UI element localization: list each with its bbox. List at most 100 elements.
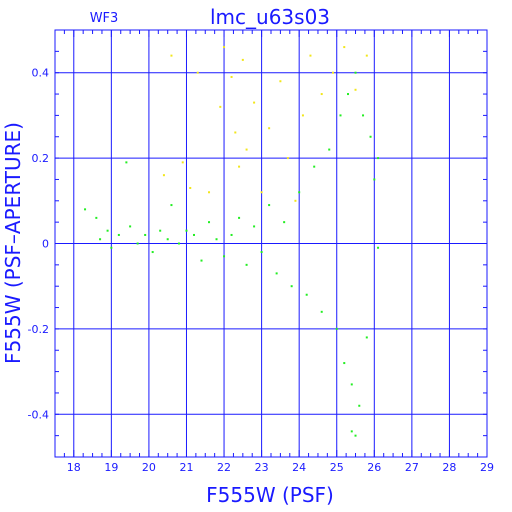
data-point-yellow: [230, 75, 233, 78]
data-point-yellow: [253, 101, 256, 104]
x-tick-label: 26: [367, 461, 381, 474]
data-point-green: [129, 225, 132, 228]
x-tick-label: 23: [255, 461, 269, 474]
tick-marks: [54, 29, 488, 458]
data-point-yellow: [162, 174, 165, 177]
data-point-yellow: [294, 199, 297, 202]
data-point-yellow: [365, 54, 368, 57]
data-point-green: [106, 229, 109, 232]
data-point-yellow: [343, 46, 346, 49]
data-point-green: [320, 310, 323, 313]
y-tick-label: -0.2: [28, 323, 49, 336]
y-tick-labels: -0.4 -0.2 0 0.2 0.4: [28, 67, 49, 422]
data-point-green: [192, 233, 195, 236]
data-point-yellow: [331, 71, 334, 74]
x-tick-label: 29: [480, 461, 494, 474]
data-point-yellow: [286, 157, 289, 160]
data-point-green: [268, 204, 271, 207]
data-point-green: [365, 336, 368, 339]
data-point-yellow: [301, 114, 304, 117]
data-point-green: [290, 285, 293, 288]
data-point-green: [110, 246, 113, 249]
data-point-green: [377, 246, 380, 249]
data-point-yellow: [268, 127, 271, 130]
x-tick-labels: 18 19 20 21 22 23 24 25 26 27 28 29: [67, 461, 494, 474]
data-point-yellow: [320, 93, 323, 96]
data-point-green: [185, 229, 188, 232]
data-point-green: [354, 71, 357, 74]
data-point-green: [144, 233, 147, 236]
data-point-green: [305, 293, 308, 296]
y-axis-label: F555W (PSF–APERTURE): [1, 122, 25, 364]
data-point-green: [223, 255, 226, 258]
data-point-green: [339, 114, 342, 117]
data-point-green: [136, 242, 139, 245]
data-point-yellow: [279, 80, 282, 83]
x-tick-label: 25: [330, 461, 344, 474]
data-point-green: [177, 242, 180, 245]
data-point-green: [166, 238, 169, 241]
y-tick-label: 0.2: [32, 152, 50, 165]
data-point-green: [245, 263, 248, 266]
data-point-green: [151, 251, 154, 254]
x-tick-label: 19: [104, 461, 118, 474]
data-point-green: [253, 225, 256, 228]
x-tick-label: 18: [67, 461, 81, 474]
data-point-green: [159, 229, 162, 232]
data-point-yellow: [238, 165, 241, 168]
data-point-yellow: [196, 71, 199, 74]
data-point-yellow: [354, 88, 357, 91]
data-point-yellow: [170, 54, 173, 57]
x-axis-label: F555W (PSF): [206, 483, 334, 507]
data-point-green: [373, 178, 376, 181]
data-point-yellow: [223, 46, 226, 49]
data-point-green: [84, 208, 87, 211]
data-point-green: [260, 251, 263, 254]
chart-subtitle: WF3: [90, 11, 119, 26]
data-point-yellow: [219, 105, 222, 108]
x-tick-label: 28: [442, 461, 456, 474]
x-tick-label: 22: [217, 461, 231, 474]
data-point-green: [200, 259, 203, 262]
data-point-green: [362, 114, 365, 117]
data-point-green: [350, 430, 353, 433]
x-tick-label: 20: [142, 461, 156, 474]
data-point-green: [117, 233, 120, 236]
data-point-green: [335, 327, 338, 330]
data-point-yellow: [241, 58, 244, 61]
x-tick-label: 24: [292, 461, 306, 474]
data-point-green: [328, 148, 331, 151]
data-point-green: [99, 238, 102, 241]
y-tick-label: 0: [42, 238, 49, 251]
data-point-green: [343, 362, 346, 365]
data-point-green: [354, 434, 357, 437]
x-tick-label: 27: [405, 461, 419, 474]
data-point-green: [350, 383, 353, 386]
plot-frame: [54, 29, 488, 458]
data-point-green: [208, 221, 211, 224]
data-point-green: [275, 272, 278, 275]
data-point-green: [283, 221, 286, 224]
y-tick-label: 0.4: [32, 67, 50, 80]
data-point-green: [347, 93, 350, 96]
grid-lines: [55, 30, 487, 457]
data-point-yellow: [208, 191, 211, 194]
data-point-green: [358, 404, 361, 407]
data-point-yellow: [181, 161, 184, 164]
data-points: [84, 46, 380, 437]
data-point-yellow: [189, 186, 192, 189]
data-point-green: [377, 157, 380, 160]
data-point-yellow: [234, 131, 237, 134]
data-point-green: [170, 204, 173, 207]
y-tick-label: -0.4: [28, 408, 49, 421]
chart-title: lmc_u63s03: [210, 5, 330, 29]
data-point-green: [215, 238, 218, 241]
data-point-green: [230, 233, 233, 236]
data-point-green: [298, 191, 301, 194]
data-point-yellow: [309, 54, 312, 57]
data-point-green: [313, 165, 316, 168]
data-point-green: [125, 161, 128, 164]
data-point-green: [238, 216, 241, 219]
data-point-yellow: [260, 191, 263, 194]
data-point-green: [369, 135, 372, 138]
